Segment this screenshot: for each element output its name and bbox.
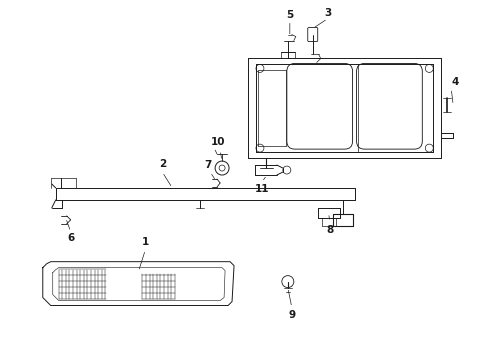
Text: 7: 7 [204, 160, 212, 170]
Text: 10: 10 [211, 137, 225, 147]
Text: 1: 1 [142, 237, 149, 247]
Text: 2: 2 [159, 159, 166, 169]
Text: 6: 6 [67, 233, 74, 243]
Text: 3: 3 [324, 8, 331, 18]
Text: 5: 5 [286, 10, 294, 20]
Text: 8: 8 [326, 225, 333, 235]
Text: 9: 9 [288, 310, 295, 320]
Text: 4: 4 [451, 77, 459, 87]
Text: 11: 11 [255, 184, 269, 194]
